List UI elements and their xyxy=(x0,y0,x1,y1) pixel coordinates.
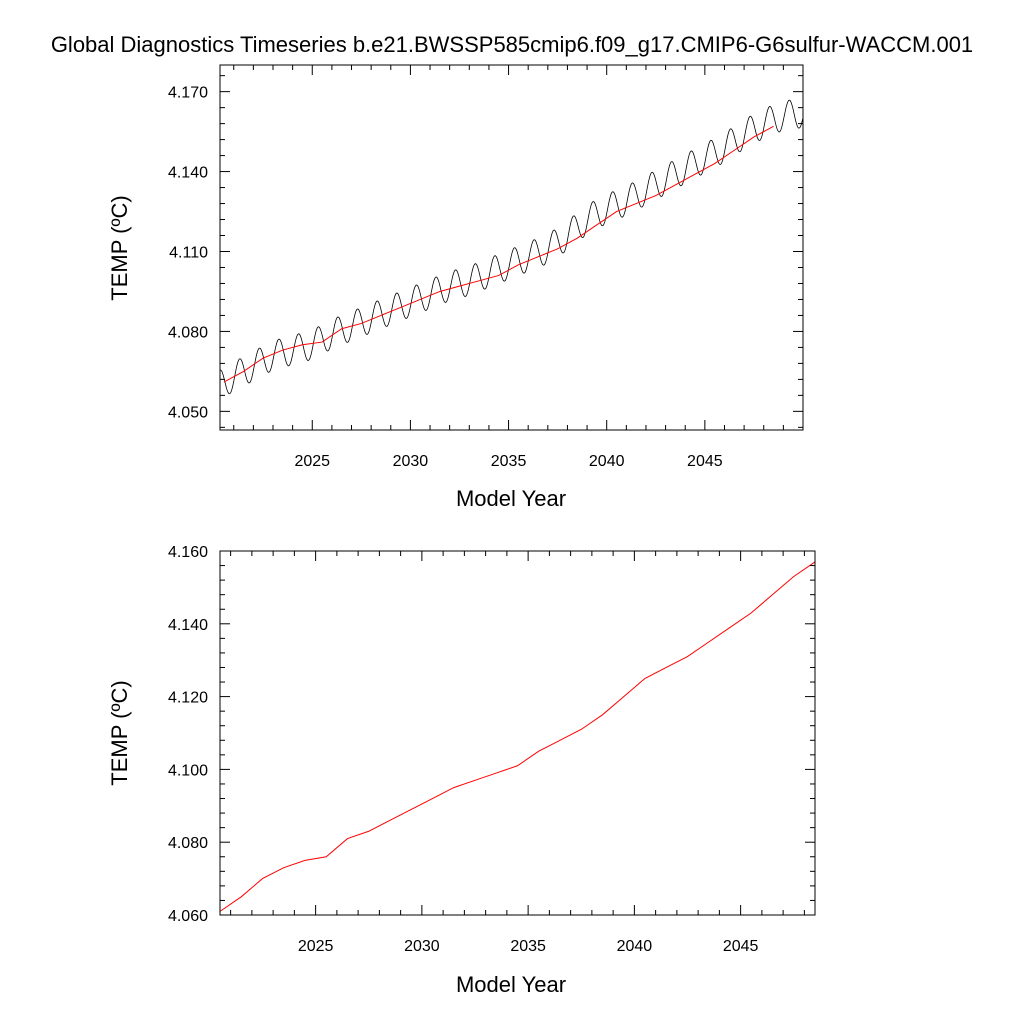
top-x-axis-title: Model Year xyxy=(456,486,566,511)
bottom-x-axis-title: Model Year xyxy=(456,972,566,997)
bottom-x-tick-label: 2045 xyxy=(723,938,759,955)
bottom-y-tick-label: 4.160 xyxy=(168,544,208,561)
top-panel: 2025 2030 2035 2040 2045 4.050 4.080 4.110 4.140… xyxy=(107,64,804,511)
top-x-tick-label: 2025 xyxy=(294,453,330,470)
top-y-tick-label: 4.170 xyxy=(168,85,208,102)
bottom-panel: 2025 2030 2035 2040 2045 4.060 4.080 4.100 4.120… xyxy=(107,544,816,997)
bottom-y-tick-label: 4.100 xyxy=(168,762,208,779)
top-series-layer xyxy=(219,99,804,395)
bottom-x-tick-label: 2035 xyxy=(510,938,546,955)
bottom-plot-frame xyxy=(219,550,816,916)
top-ticks-layer xyxy=(220,65,803,430)
bottom-y-tick-label: 4.080 xyxy=(168,835,208,852)
top-series-line-annual xyxy=(223,125,774,383)
bottom-x-tick-label: 2040 xyxy=(617,938,653,955)
top-x-tick-label: 2035 xyxy=(491,453,527,470)
top-tick-labels: 2025 2030 2035 2040 2045 4.050 4.080 4.110 4.140… xyxy=(168,85,723,470)
top-series-line-monthly xyxy=(219,99,804,395)
top-x-tick-label: 2030 xyxy=(393,453,429,470)
bottom-y-tick-label: 4.140 xyxy=(168,617,208,634)
top-y-axis-title: TEMP (ºC) xyxy=(107,195,132,300)
bottom-y-tick-label: 4.120 xyxy=(168,690,208,707)
bottom-x-tick-label: 2030 xyxy=(404,938,440,955)
bottom-ticks-layer xyxy=(220,550,815,916)
top-plot-frame xyxy=(219,64,804,431)
bottom-y-tick-label: 4.060 xyxy=(168,908,208,925)
top-x-tick-label: 2045 xyxy=(687,453,723,470)
bottom-y-axis-title: TEMP (ºC) xyxy=(107,680,132,785)
top-y-tick-label: 4.140 xyxy=(168,165,208,182)
bottom-tick-labels: 2025 2030 2035 2040 2045 4.060 4.080 4.100 4.120… xyxy=(168,544,759,955)
bottom-x-tick-label: 2025 xyxy=(298,938,334,955)
figure-title: Global Diagnostics Timeseries b.e21.BWSS… xyxy=(51,32,973,57)
bottom-series-line-annual xyxy=(219,561,816,912)
top-x-tick-label: 2040 xyxy=(589,453,625,470)
bottom-series-layer xyxy=(219,561,816,912)
top-y-tick-label: 4.050 xyxy=(168,404,208,421)
top-y-tick-label: 4.080 xyxy=(168,324,208,341)
top-y-tick-label: 4.110 xyxy=(169,244,208,261)
